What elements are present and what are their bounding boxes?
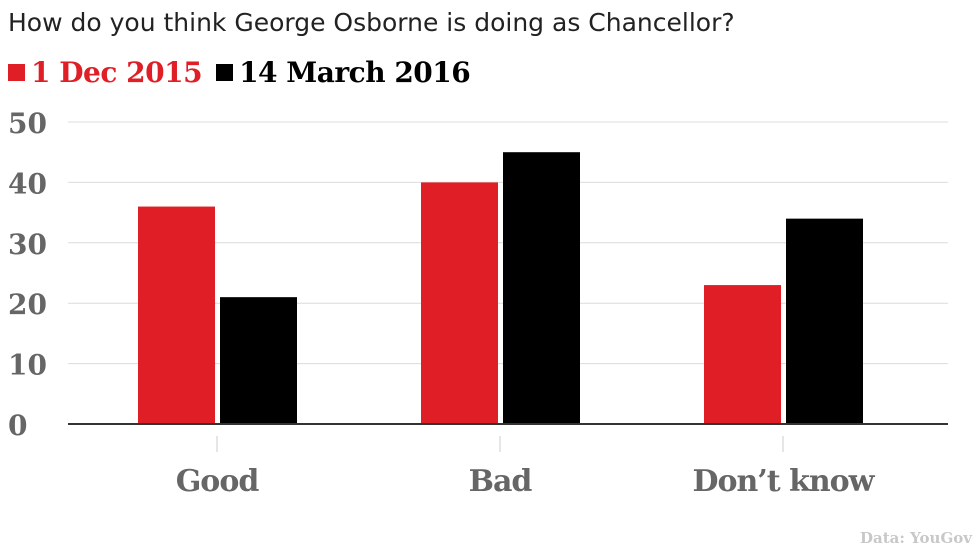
y-tick-label: 30 [8,228,47,261]
chart-title: How do you think George Osborne is doing… [8,8,735,37]
bar-dec-2015 [421,182,498,424]
y-tick-label: 40 [8,167,47,200]
bar-march-2016 [220,297,297,424]
legend-item-march-2016: 14 March 2016 [216,56,471,89]
y-tick-label: 0 [8,409,27,442]
legend-swatch [8,64,25,81]
source-label: Data: YouGov [860,529,972,547]
legend-label: 1 Dec 2015 [31,56,203,89]
y-tick-label: 20 [8,288,47,321]
legend-swatch [216,64,234,81]
bar-march-2016 [503,152,580,424]
legend-item-dec-2015: 1 Dec 2015 [8,56,203,89]
x-tick-label: Bad [469,464,533,499]
legend-label: 14 March 2016 [239,56,471,89]
y-tick-label: 50 [8,107,47,140]
x-tick-label: Good [176,464,260,499]
bar-dec-2015 [704,285,781,424]
bar-march-2016 [786,218,863,424]
x-tick-label: Don’t know [692,464,875,499]
y-tick-label: 10 [8,349,47,382]
bar-dec-2015 [138,206,215,424]
legend: 1 Dec 2015 14 March 2016 [8,56,484,89]
